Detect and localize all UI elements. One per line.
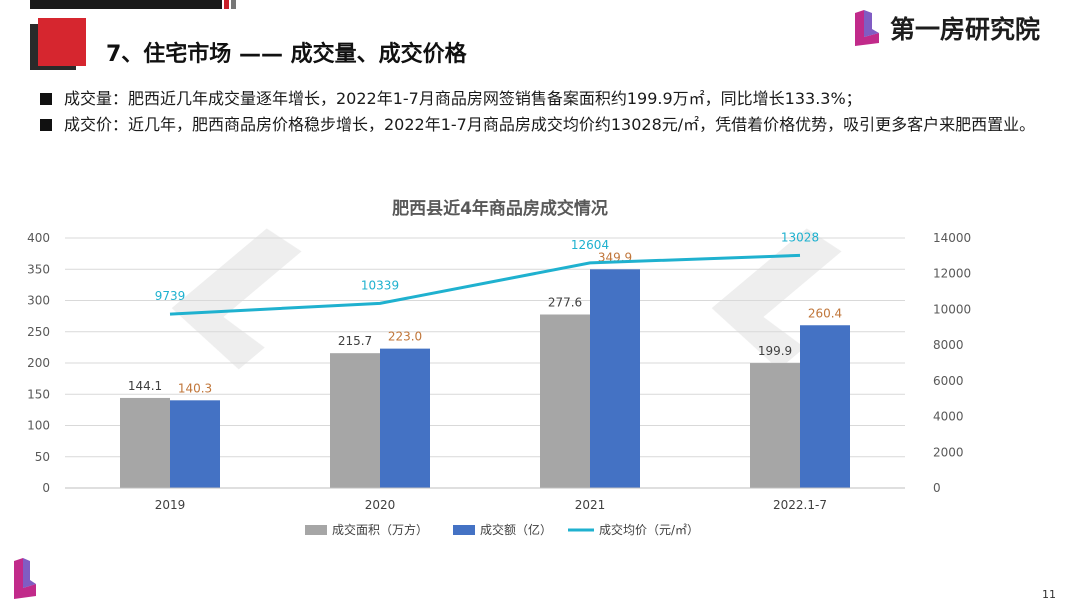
bullet-text: 成交量：肥西近几年成交量逐年增长，2022年1-7月商品房网签销售备案面积约19…: [64, 89, 862, 108]
legend: 成交面积（万方） 成交额（亿） 成交均价（元/㎡）: [305, 522, 699, 537]
top-bar-red: [224, 0, 229, 9]
legend-label: 成交额（亿）: [480, 522, 552, 537]
bar-area: [330, 353, 380, 488]
price-line-path: [169, 253, 801, 316]
data-label-price: 13028: [781, 230, 819, 244]
bar-amount: [590, 269, 640, 488]
legend-label: 成交面积（万方）: [332, 522, 428, 537]
bullet-list: 成交量：肥西近几年成交量逐年增长，2022年1-7月商品房网签销售备案面积约19…: [40, 86, 1040, 138]
data-label-area: 215.7: [338, 334, 372, 348]
watermark: [171, 228, 842, 370]
bar-amount: [380, 348, 430, 488]
y-right-tick-label: 4000: [933, 410, 964, 424]
y-left-tick-label: 0: [42, 481, 50, 495]
bar-area: [750, 363, 800, 488]
y-right-tick-label: 6000: [933, 374, 964, 388]
brand-name: 第一房研究院: [890, 15, 1041, 44]
data-label-amount: 140.3: [178, 381, 212, 395]
y-left-tick-label: 300: [27, 294, 50, 308]
data-label-area: 277.6: [548, 296, 582, 310]
top-bar-gray: [231, 0, 236, 9]
data-label-price: 9739: [155, 289, 186, 303]
bar-area: [540, 314, 590, 488]
legend-swatch: [305, 525, 327, 535]
data-label-price: 12604: [571, 238, 609, 252]
bullet-item: 成交价：近几年，肥西商品房价格稳步增长，2022年1-7月商品房成交均价约130…: [40, 112, 1040, 138]
bar-area: [120, 397, 170, 488]
brand-logo-icon: [855, 10, 879, 46]
data-label-amount: 223.0: [388, 330, 422, 344]
data-label-area: 199.9: [758, 344, 792, 358]
y-left-tick-label: 400: [27, 231, 50, 245]
price-line: 9739 10339 12604 13028: [155, 230, 819, 316]
y-right-tick-label: 0: [933, 481, 941, 495]
combo-chart: 肥西县近4年商品房成交情况 0 50 100 150 200 250 300 350 400 0…: [27, 198, 971, 537]
y-left-tick-label: 50: [35, 450, 50, 464]
y-left-tick-label: 100: [27, 419, 50, 433]
y-axis-right: 0 2000 4000 6000 8000 10000 12000 14000: [933, 231, 971, 495]
x-tick-label: 2022.1-7: [773, 498, 827, 512]
x-axis: 2019 2020 2021 2022.1-7: [65, 487, 905, 512]
page-number: 11: [1042, 588, 1056, 601]
chart-title: 肥西县近4年商品房成交情况: [392, 198, 608, 219]
bullet-item: 成交量：肥西近几年成交量逐年增长，2022年1-7月商品房网签销售备案面积约19…: [40, 86, 1040, 112]
x-tick-label: 2019: [155, 498, 186, 512]
bullet-text: 成交价：近几年，肥西商品房价格稳步增长，2022年1-7月商品房成交均价约130…: [64, 115, 1036, 134]
y-right-tick-label: 14000: [933, 231, 971, 245]
bar-amount: [800, 325, 850, 488]
data-label-price: 10339: [361, 278, 399, 292]
y-left-tick-label: 200: [27, 356, 50, 370]
corner-logo-icon: [12, 556, 38, 604]
y-right-tick-label: 8000: [933, 338, 964, 352]
legend-swatch: [453, 525, 475, 535]
y-right-tick-label: 10000: [933, 302, 971, 316]
y-right-tick-label: 12000: [933, 267, 971, 281]
y-left-tick-label: 350: [27, 262, 50, 276]
title-decor-red: [38, 18, 86, 66]
x-tick-label: 2021: [575, 498, 606, 512]
y-left-tick-label: 150: [27, 387, 50, 401]
y-left-tick-label: 250: [27, 325, 50, 339]
bar-amount: [170, 400, 220, 488]
y-axis-left: 0 50 100 150 200 250 300 350 400: [27, 231, 50, 495]
brand: 第一房研究院: [852, 8, 1040, 48]
bullet-square-icon: [40, 93, 52, 105]
bullet-square-icon: [40, 119, 52, 131]
legend-label: 成交均价（元/㎡）: [599, 522, 699, 537]
y-right-tick-label: 2000: [933, 445, 964, 459]
data-label-area: 144.1: [128, 379, 162, 393]
top-bar-dark: [30, 0, 222, 9]
data-label-amount: 260.4: [808, 306, 842, 320]
x-tick-label: 2020: [365, 498, 396, 512]
page-title: 7、住宅市场 —— 成交量、成交价格: [106, 42, 467, 67]
